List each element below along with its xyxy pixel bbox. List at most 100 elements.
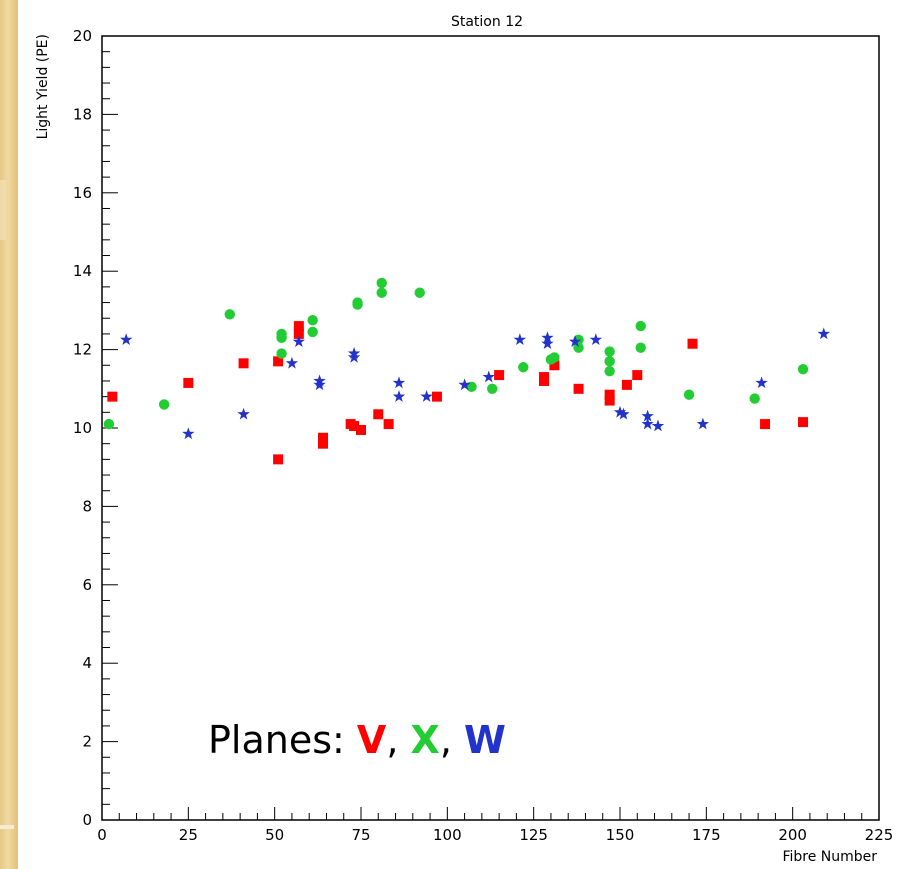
data-point-w: [392, 376, 406, 389]
x-tick-label: 0: [97, 826, 107, 844]
y-tick-label: 14: [73, 262, 92, 280]
data-point-x: [307, 326, 318, 338]
y-tick-label: 10: [73, 419, 92, 437]
data-point-x: [749, 393, 760, 404]
data-point-w: [458, 378, 471, 391]
legend-separator: ,: [439, 718, 464, 762]
y-tick-label: 16: [73, 184, 92, 202]
data-point-v: [293, 328, 304, 339]
data-point-v: [431, 391, 442, 402]
data-point-x: [487, 383, 498, 394]
data-point-v: [604, 389, 615, 400]
x-tick-label: 150: [606, 826, 635, 844]
x-tick-label: 75: [351, 826, 370, 844]
x-tick-label: 125: [519, 826, 548, 844]
data-point-x: [549, 352, 560, 363]
data-point-x: [276, 348, 287, 359]
left-border-strip: [0, 0, 18, 869]
x-tick-label: 100: [433, 826, 462, 844]
data-point-x: [797, 364, 809, 375]
y-tick-label: 12: [73, 341, 92, 359]
data-point-v: [293, 321, 304, 332]
y-tick-label: 2: [82, 733, 92, 751]
data-point-v: [349, 421, 360, 432]
data-point-v: [107, 391, 118, 402]
data-point-w: [613, 405, 627, 418]
data-point-v: [687, 338, 698, 349]
data-point-x: [158, 399, 170, 410]
legend-entry-x: X: [410, 718, 440, 762]
legend-entry-w: W: [463, 718, 506, 762]
data-point-w: [817, 327, 830, 340]
data-point-x: [683, 389, 695, 400]
y-tick-label: 6: [82, 576, 92, 594]
data-point-x: [276, 328, 287, 340]
y-axis-title: Light Yield (PE): [35, 34, 51, 139]
data-point-x: [376, 277, 387, 289]
data-point-v: [573, 383, 584, 394]
data-point-w: [568, 335, 582, 348]
data-point-w: [755, 376, 768, 389]
data-point-v: [273, 356, 284, 367]
data-point-w: [119, 333, 133, 346]
planes-legend: Planes: V, X, W: [208, 718, 506, 762]
y-tick-label: 20: [73, 27, 92, 45]
y-tick-label: 0: [82, 811, 92, 829]
data-point-v: [356, 424, 366, 435]
data-point-x: [414, 287, 425, 298]
data-point-w: [392, 390, 406, 402]
data-point-w: [347, 350, 361, 363]
data-point-v: [539, 372, 550, 383]
data-point-x: [376, 287, 387, 298]
data-point-x: [635, 342, 646, 353]
data-point-x: [604, 365, 615, 377]
data-point-v: [798, 417, 809, 428]
data-point-w: [641, 417, 654, 430]
legend-separator: ,: [386, 718, 411, 762]
legend-prefix: Planes:: [208, 718, 357, 762]
data-point-x: [573, 342, 584, 353]
data-point-v: [238, 358, 249, 369]
data-point-v: [383, 419, 394, 430]
x-tick-label: 25: [179, 826, 198, 844]
data-point-x: [103, 418, 115, 430]
y-tick-label: 4: [82, 654, 92, 672]
data-point-w: [541, 337, 554, 349]
data-point-v: [318, 432, 329, 443]
y-tick-label: 8: [82, 497, 92, 515]
data-point-w: [292, 335, 306, 348]
x-tick-label: 200: [778, 826, 807, 844]
data-point-w: [641, 409, 654, 422]
data-point-v: [273, 454, 284, 465]
x-axis-title: Fibre Number: [782, 849, 877, 865]
x-tick-label: 175: [692, 826, 721, 844]
data-point-v: [549, 360, 560, 371]
data-point-w: [696, 417, 710, 430]
data-point-w: [285, 356, 299, 369]
data-point-w: [589, 333, 603, 346]
data-point-v: [373, 409, 384, 420]
data-point-w: [482, 370, 495, 383]
data-point-w: [313, 378, 326, 391]
data-point-x: [635, 320, 646, 332]
data-point-v: [604, 395, 615, 406]
data-point-v: [632, 370, 643, 381]
legend-entry-v: V: [356, 718, 387, 762]
data-point-v: [318, 438, 329, 449]
data-point-v: [183, 377, 194, 388]
data-point-v: [494, 370, 505, 381]
data-point-x: [307, 315, 318, 326]
data-point-x: [604, 356, 615, 367]
data-point-w: [651, 419, 665, 432]
y-tick-label: 18: [73, 105, 92, 123]
data-point-w: [182, 427, 195, 440]
data-point-v: [760, 419, 771, 430]
data-point-v: [621, 379, 632, 390]
x-tick-label: 50: [265, 826, 284, 844]
chart-title: Station 12: [451, 14, 523, 30]
data-point-x: [518, 362, 529, 373]
x-tick-label: 225: [865, 826, 894, 844]
data-point-w: [513, 333, 527, 346]
data-point-w: [617, 407, 630, 420]
